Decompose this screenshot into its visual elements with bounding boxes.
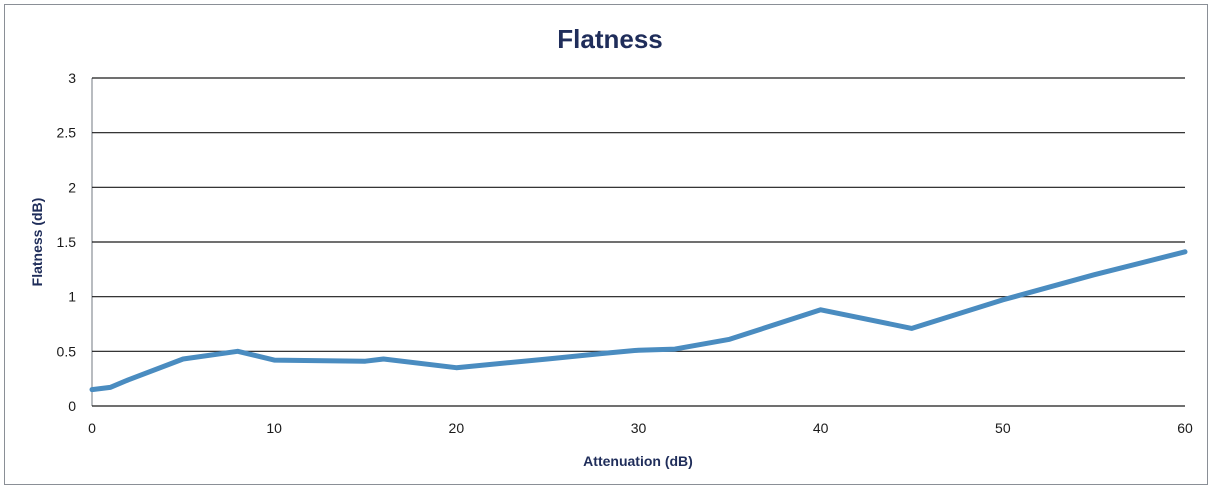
x-tick-label-4: 40 [813,420,829,436]
x-tick-label-3: 30 [631,420,647,436]
x-tick-label-2: 20 [449,420,465,436]
x-tick-label-6: 60 [1177,420,1193,436]
chart-title: Flatness [557,24,663,54]
grid-lines [91,77,1185,407]
series-group [89,249,1188,393]
x-tick-label-5: 50 [995,420,1011,436]
x-tick-labels: 0 10 20 30 40 50 60 [88,420,1193,436]
y-tick-label-4: 2 [68,179,76,195]
y-tick-labels: 0 0.5 1 1.5 2 2.5 3 [57,70,77,414]
y-tick-label-2: 1 [68,289,76,305]
x-axis-label: Attenuation (dB) [583,453,693,469]
y-tick-label-6: 3 [68,70,76,86]
x-tick-label-0: 0 [88,420,96,436]
series-line-0 [89,249,1188,393]
y-tick-label-3: 1.5 [57,234,77,250]
x-tick-label-1: 10 [266,420,282,436]
y-tick-label-5: 2.5 [57,125,77,141]
y-tick-label-1: 0.5 [57,343,77,359]
chart-frame [4,4,1208,485]
y-tick-label-0: 0 [68,398,76,414]
y-axis-label: Flatness (dB) [29,198,45,287]
